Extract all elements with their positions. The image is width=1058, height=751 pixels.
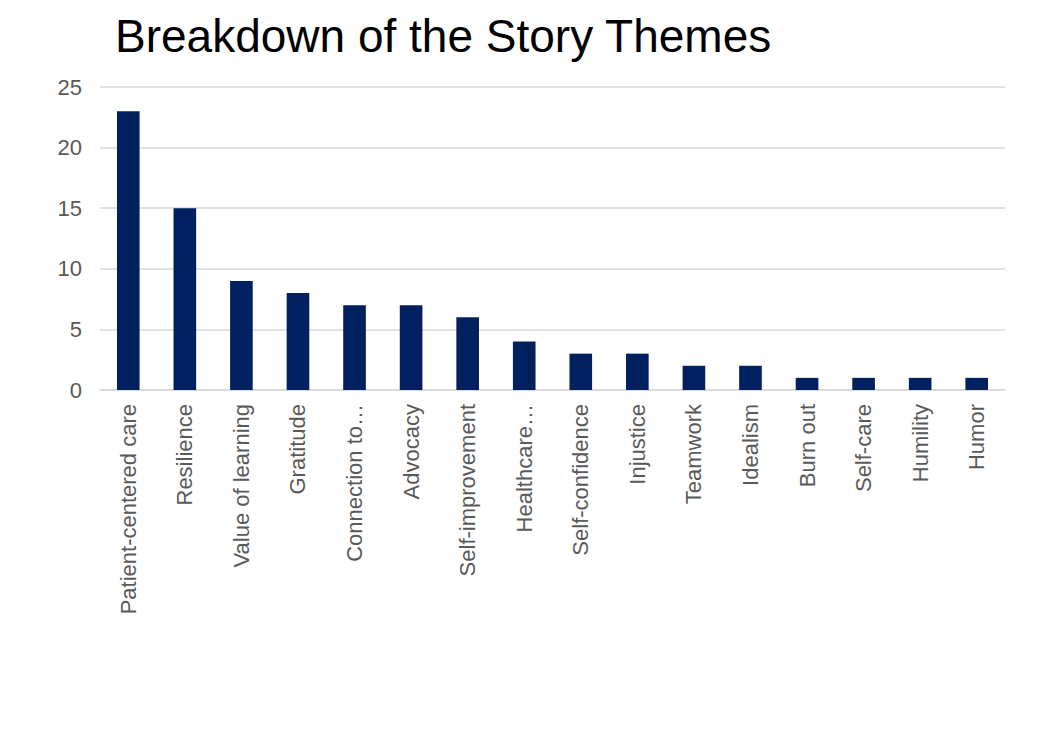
- svg-text:Healthcare…: Healthcare…: [512, 404, 537, 532]
- svg-text:Connection to…: Connection to…: [342, 404, 367, 562]
- svg-text:Humor: Humor: [964, 404, 989, 470]
- svg-text:Humility: Humility: [908, 404, 933, 482]
- svg-text:Self-improvement: Self-improvement: [455, 404, 480, 576]
- svg-text:Gratitude: Gratitude: [285, 404, 310, 495]
- svg-text:Value of learning: Value of learning: [229, 404, 254, 568]
- svg-text:15: 15: [58, 196, 82, 221]
- svg-text:Self-care: Self-care: [851, 404, 876, 492]
- svg-text:Advocacy: Advocacy: [399, 404, 424, 499]
- svg-text:10: 10: [58, 256, 82, 281]
- svg-text:Breakdown of the Story Themes: Breakdown of the Story Themes: [115, 10, 771, 62]
- svg-text:Teamwork: Teamwork: [681, 403, 706, 504]
- svg-text:25: 25: [58, 75, 82, 100]
- svg-text:20: 20: [58, 135, 82, 160]
- svg-text:0: 0: [70, 378, 82, 403]
- svg-text:Idealism: Idealism: [738, 404, 763, 486]
- svg-text:Injustice: Injustice: [625, 404, 650, 485]
- svg-text:Burn out: Burn out: [795, 404, 820, 487]
- svg-text:Self-confidence: Self-confidence: [568, 404, 593, 556]
- svg-text:Resilience: Resilience: [172, 404, 197, 506]
- svg-text:5: 5: [70, 317, 82, 342]
- svg-text:Patient-centered care: Patient-centered care: [116, 404, 141, 614]
